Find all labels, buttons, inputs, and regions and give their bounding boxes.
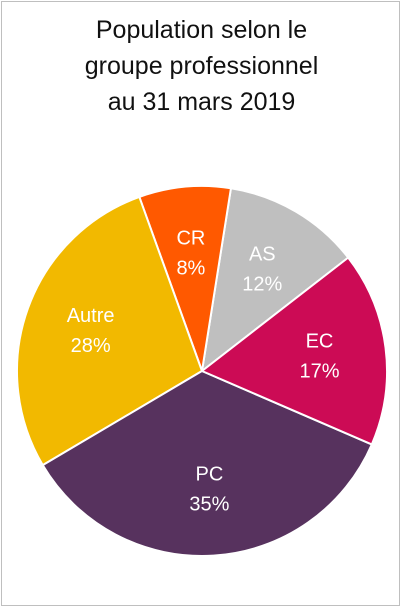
chart-title-line-1: Population selon le (95, 16, 308, 44)
slice-value-ec: 17% (299, 360, 339, 382)
slice-label-cr: CR (176, 227, 205, 249)
pie-slice-as (201, 187, 350, 372)
slice-label-as: AS (249, 243, 276, 265)
slice-label-autre: Autre (67, 305, 115, 327)
pie-slices (16, 185, 388, 557)
slice-value-cr: 8% (176, 257, 205, 279)
slice-label-ec: EC (306, 330, 334, 352)
slice-value-autre: 28% (71, 335, 111, 357)
chart-title-line-2: groupe professionnel (84, 52, 319, 80)
chart-title-line-3: au 31 mars 2019 (107, 88, 296, 116)
pie-labels: AS 12% CR 8% Autre 28% PC 35% EC 17% (67, 227, 340, 515)
slice-value-as: 12% (242, 273, 282, 295)
chart-title: Population selon le groupe professionnel… (0, 12, 403, 120)
pie-slice-ec (201, 256, 388, 446)
pie-slice-pc (41, 370, 373, 557)
slice-value-pc: 35% (189, 493, 229, 515)
slice-label-pc: PC (196, 463, 224, 485)
pie-slice-cr (138, 185, 232, 372)
